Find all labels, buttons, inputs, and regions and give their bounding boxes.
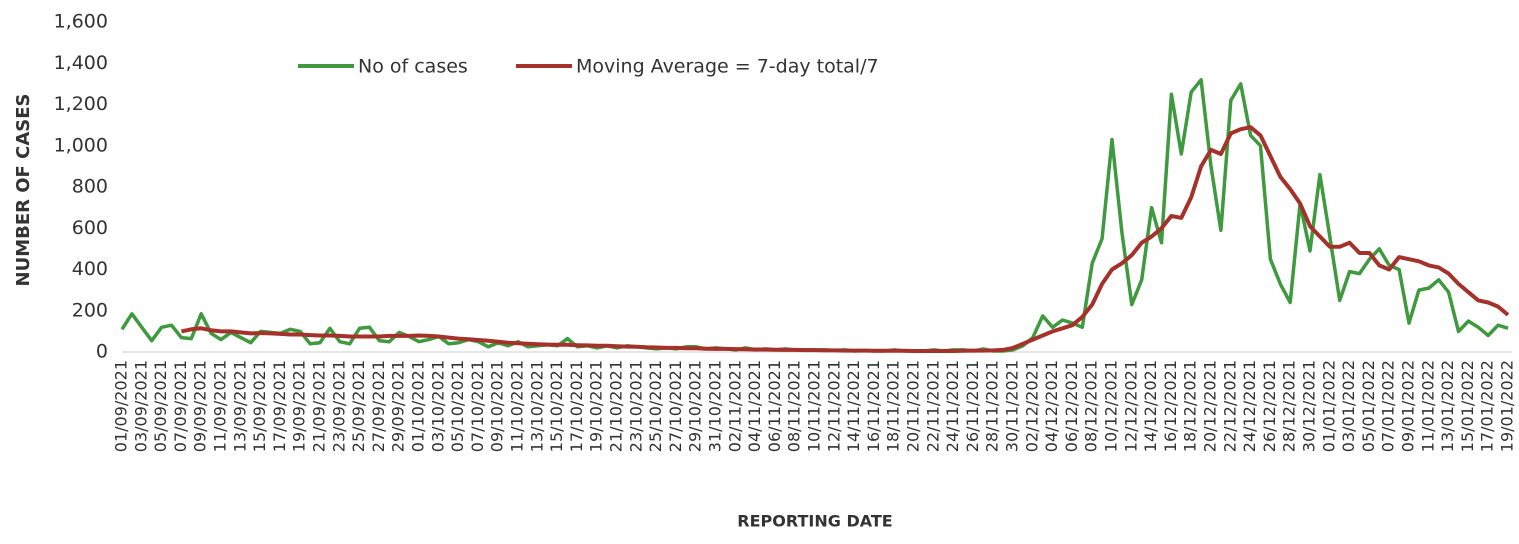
x-tick-label: 28/12/2021 — [1280, 360, 1299, 452]
x-tick-label: 18/12/2021 — [1181, 360, 1200, 452]
x-tick-label: 24/11/2021 — [943, 360, 962, 452]
x-tick-label: 15/09/2021 — [250, 360, 269, 452]
x-tick-label: 15/01/2022 — [1458, 360, 1477, 452]
x-tick-label: 08/11/2021 — [785, 360, 804, 452]
y-tick-label: 400 — [72, 258, 108, 280]
x-tick-label: 25/09/2021 — [349, 360, 368, 452]
x-tick-label: 23/09/2021 — [329, 360, 348, 452]
x-tick-label: 25/10/2021 — [646, 360, 665, 452]
x-tick-label: 27/09/2021 — [369, 360, 388, 452]
x-tick-label: 12/11/2021 — [824, 360, 843, 452]
x-tick-label: 17/09/2021 — [270, 360, 289, 452]
series-line — [120, 78, 1509, 353]
y-tick-label: 200 — [72, 299, 108, 321]
legend-label: Moving Average = 7-day total/7 — [576, 56, 879, 78]
y-tick-label: 600 — [72, 217, 108, 239]
x-tick-label: 05/10/2021 — [448, 360, 467, 452]
x-tick-label: 29/09/2021 — [389, 360, 408, 452]
x-tick-label: 19/10/2021 — [587, 360, 606, 452]
x-tick-label: 01/01/2022 — [1319, 360, 1338, 452]
x-tick-label: 01/09/2021 — [112, 360, 131, 452]
x-tick-label: 26/12/2021 — [1260, 360, 1279, 452]
x-tick-label: 19/01/2022 — [1498, 360, 1517, 452]
x-tick-label: 04/12/2021 — [1042, 360, 1061, 452]
legend-label: No of cases — [358, 56, 468, 78]
x-tick-label: 24/12/2021 — [1240, 360, 1259, 452]
x-tick-label: 22/12/2021 — [1220, 360, 1239, 452]
x-tick-label: 11/01/2022 — [1418, 360, 1437, 452]
x-tick-label: 07/10/2021 — [468, 360, 487, 452]
x-tick-label: 21/09/2021 — [310, 360, 329, 452]
x-tick-label: 07/09/2021 — [171, 360, 190, 452]
x-tick-label: 02/12/2021 — [1022, 360, 1041, 452]
x-tick-label: 03/01/2022 — [1339, 360, 1358, 452]
y-tick-label: 1,200 — [54, 93, 108, 115]
x-tick-label: 14/12/2021 — [1141, 360, 1160, 452]
x-tick-label: 20/12/2021 — [1201, 360, 1220, 452]
x-tick-label: 10/11/2021 — [805, 360, 824, 452]
y-tick-label: 1,000 — [54, 134, 108, 156]
x-tick-label: 01/10/2021 — [409, 360, 428, 452]
y-tick-label: 0 — [96, 341, 108, 363]
x-tick-label: 08/12/2021 — [1082, 360, 1101, 452]
x-tick-label: 27/10/2021 — [666, 360, 685, 452]
y-tick-label: 800 — [72, 176, 108, 198]
x-tick-label: 13/09/2021 — [230, 360, 249, 452]
x-tick-label: 21/10/2021 — [607, 360, 626, 452]
x-tick-label: 15/10/2021 — [547, 360, 566, 452]
x-tick-label: 26/11/2021 — [963, 360, 982, 452]
x-tick-label: 13/10/2021 — [527, 360, 546, 452]
y-tick-label: 1,400 — [54, 52, 108, 74]
x-tick-label: 09/10/2021 — [488, 360, 507, 452]
x-tick-label: 09/01/2022 — [1399, 360, 1418, 452]
series-line — [180, 125, 1510, 353]
x-tick-label: 04/11/2021 — [745, 360, 764, 452]
y-axis-title: NUMBER OF CASES — [13, 94, 34, 287]
x-tick-label: 05/01/2022 — [1359, 360, 1378, 452]
x-tick-label: 30/11/2021 — [1003, 360, 1022, 452]
x-tick-label: 20/11/2021 — [904, 360, 923, 452]
x-tick-label: 28/11/2021 — [983, 360, 1002, 452]
x-tick-label: 02/11/2021 — [725, 360, 744, 452]
x-tick-label: 05/09/2021 — [151, 360, 170, 452]
x-tick-label: 03/09/2021 — [131, 360, 150, 452]
x-tick-label: 30/12/2021 — [1300, 360, 1319, 452]
x-tick-label: 19/09/2021 — [290, 360, 309, 452]
x-tick-label: 22/11/2021 — [923, 360, 942, 452]
x-tick-label: 11/09/2021 — [211, 360, 230, 452]
x-tick-label: 13/01/2022 — [1438, 360, 1457, 452]
x-tick-label: 09/09/2021 — [191, 360, 210, 452]
x-tick-label: 10/12/2021 — [1102, 360, 1121, 452]
x-tick-label: 31/10/2021 — [706, 360, 725, 452]
x-tick-label: 18/11/2021 — [884, 360, 903, 452]
y-tick-label: 1,600 — [54, 11, 108, 33]
x-tick-label: 17/10/2021 — [567, 360, 586, 452]
x-axis-title: REPORTING DATE — [737, 512, 892, 531]
x-tick-label: 03/10/2021 — [428, 360, 447, 452]
x-tick-label: 29/10/2021 — [686, 360, 705, 452]
x-tick-label: 11/10/2021 — [508, 360, 527, 452]
x-tick-label: 12/12/2021 — [1121, 360, 1140, 452]
x-tick-label: 06/11/2021 — [765, 360, 784, 452]
x-tick-label: 16/12/2021 — [1161, 360, 1180, 452]
x-tick-label: 07/01/2022 — [1379, 360, 1398, 452]
x-tick-label: 23/10/2021 — [626, 360, 645, 452]
x-tick-label: 14/11/2021 — [844, 360, 863, 452]
x-tick-label: 06/12/2021 — [1062, 360, 1081, 452]
x-tick-label: 16/11/2021 — [864, 360, 883, 452]
x-tick-label: 17/01/2022 — [1478, 360, 1497, 452]
